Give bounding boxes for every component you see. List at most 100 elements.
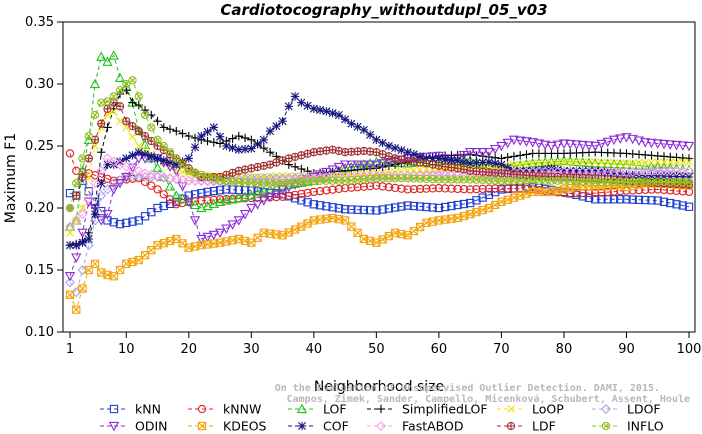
data-point — [115, 86, 125, 95]
data-point — [233, 192, 244, 203]
data-point — [347, 119, 356, 128]
data-point — [128, 132, 137, 141]
data-point — [603, 187, 612, 197]
data-point — [615, 134, 626, 144]
legend-item-lof: LOF — [288, 402, 347, 417]
legend-marker — [108, 421, 120, 432]
x-tick-label: 10 — [118, 342, 135, 357]
data-point — [534, 159, 543, 168]
data-point — [672, 177, 681, 187]
data-point — [384, 141, 394, 151]
data-point — [403, 201, 412, 210]
data-point — [147, 181, 156, 190]
data-point — [322, 186, 331, 195]
data-point — [466, 198, 475, 208]
data-point — [478, 175, 487, 185]
data-point — [83, 240, 94, 251]
data-point — [172, 166, 181, 175]
data-point — [153, 135, 162, 144]
data-point — [65, 149, 75, 158]
data-point — [365, 160, 376, 170]
data-point — [678, 201, 687, 210]
data-point — [477, 158, 488, 169]
data-point — [64, 272, 76, 282]
data-point — [140, 250, 150, 260]
data-point — [397, 155, 406, 164]
data-point — [390, 203, 400, 212]
data-point — [378, 174, 387, 183]
data-point — [234, 131, 244, 141]
data-point — [378, 182, 387, 191]
legend-label: LDOF — [627, 402, 661, 417]
data-point — [247, 144, 256, 153]
legend-label: kNN — [135, 402, 161, 417]
legend-label: LDF — [532, 419, 556, 434]
data-point — [521, 137, 532, 147]
data-point — [290, 92, 300, 101]
data-point — [97, 179, 106, 188]
data-point — [77, 228, 88, 239]
data-point — [284, 178, 293, 187]
data-point — [522, 159, 531, 168]
data-point — [359, 175, 369, 184]
data-point — [215, 132, 225, 141]
data-point — [108, 185, 119, 195]
data-point — [128, 151, 137, 160]
data-point — [409, 185, 419, 194]
data-point — [159, 141, 168, 151]
data-point — [115, 159, 125, 170]
data-point — [315, 201, 325, 210]
data-point — [114, 72, 126, 82]
data-point — [165, 199, 175, 209]
data-point — [177, 174, 188, 185]
data-point — [309, 176, 318, 185]
data-point — [671, 140, 682, 151]
data-point — [290, 152, 300, 161]
data-point — [659, 197, 669, 206]
x-tick-label: 40 — [306, 342, 323, 357]
data-point — [384, 174, 394, 183]
data-point — [466, 185, 475, 194]
data-point — [121, 172, 132, 183]
data-point — [265, 179, 275, 188]
data-point — [146, 169, 157, 180]
legend-label: ODIN — [135, 419, 168, 434]
data-point — [334, 184, 344, 194]
data-point — [646, 161, 657, 171]
data-point — [653, 158, 662, 167]
data-point — [253, 139, 262, 149]
data-point — [578, 177, 587, 186]
data-point — [472, 196, 481, 205]
data-point — [102, 56, 113, 66]
data-point — [89, 78, 101, 89]
data-point — [409, 201, 419, 211]
data-point — [584, 193, 594, 202]
series-line — [69, 54, 690, 227]
data-point — [140, 150, 150, 159]
data-point — [153, 185, 162, 194]
data-point — [240, 144, 250, 154]
legend-marker — [601, 421, 611, 431]
data-point — [258, 186, 269, 196]
data-point — [222, 141, 231, 151]
x-tick-label: 20 — [181, 342, 198, 357]
data-point — [102, 210, 113, 220]
data-point — [153, 117, 162, 126]
data-point — [415, 202, 425, 211]
data-point — [228, 177, 237, 186]
data-point — [496, 141, 507, 152]
data-point — [190, 143, 200, 152]
data-point — [203, 136, 212, 146]
data-point — [578, 158, 587, 167]
legend-marker — [197, 404, 207, 414]
data-point — [653, 177, 662, 187]
data-point — [628, 195, 637, 204]
data-point — [116, 117, 125, 126]
data-point — [465, 159, 475, 168]
data-point — [246, 190, 257, 200]
data-point — [634, 158, 643, 167]
data-point — [127, 163, 138, 174]
data-point — [603, 158, 612, 167]
data-point — [646, 138, 657, 149]
data-point — [459, 199, 469, 209]
